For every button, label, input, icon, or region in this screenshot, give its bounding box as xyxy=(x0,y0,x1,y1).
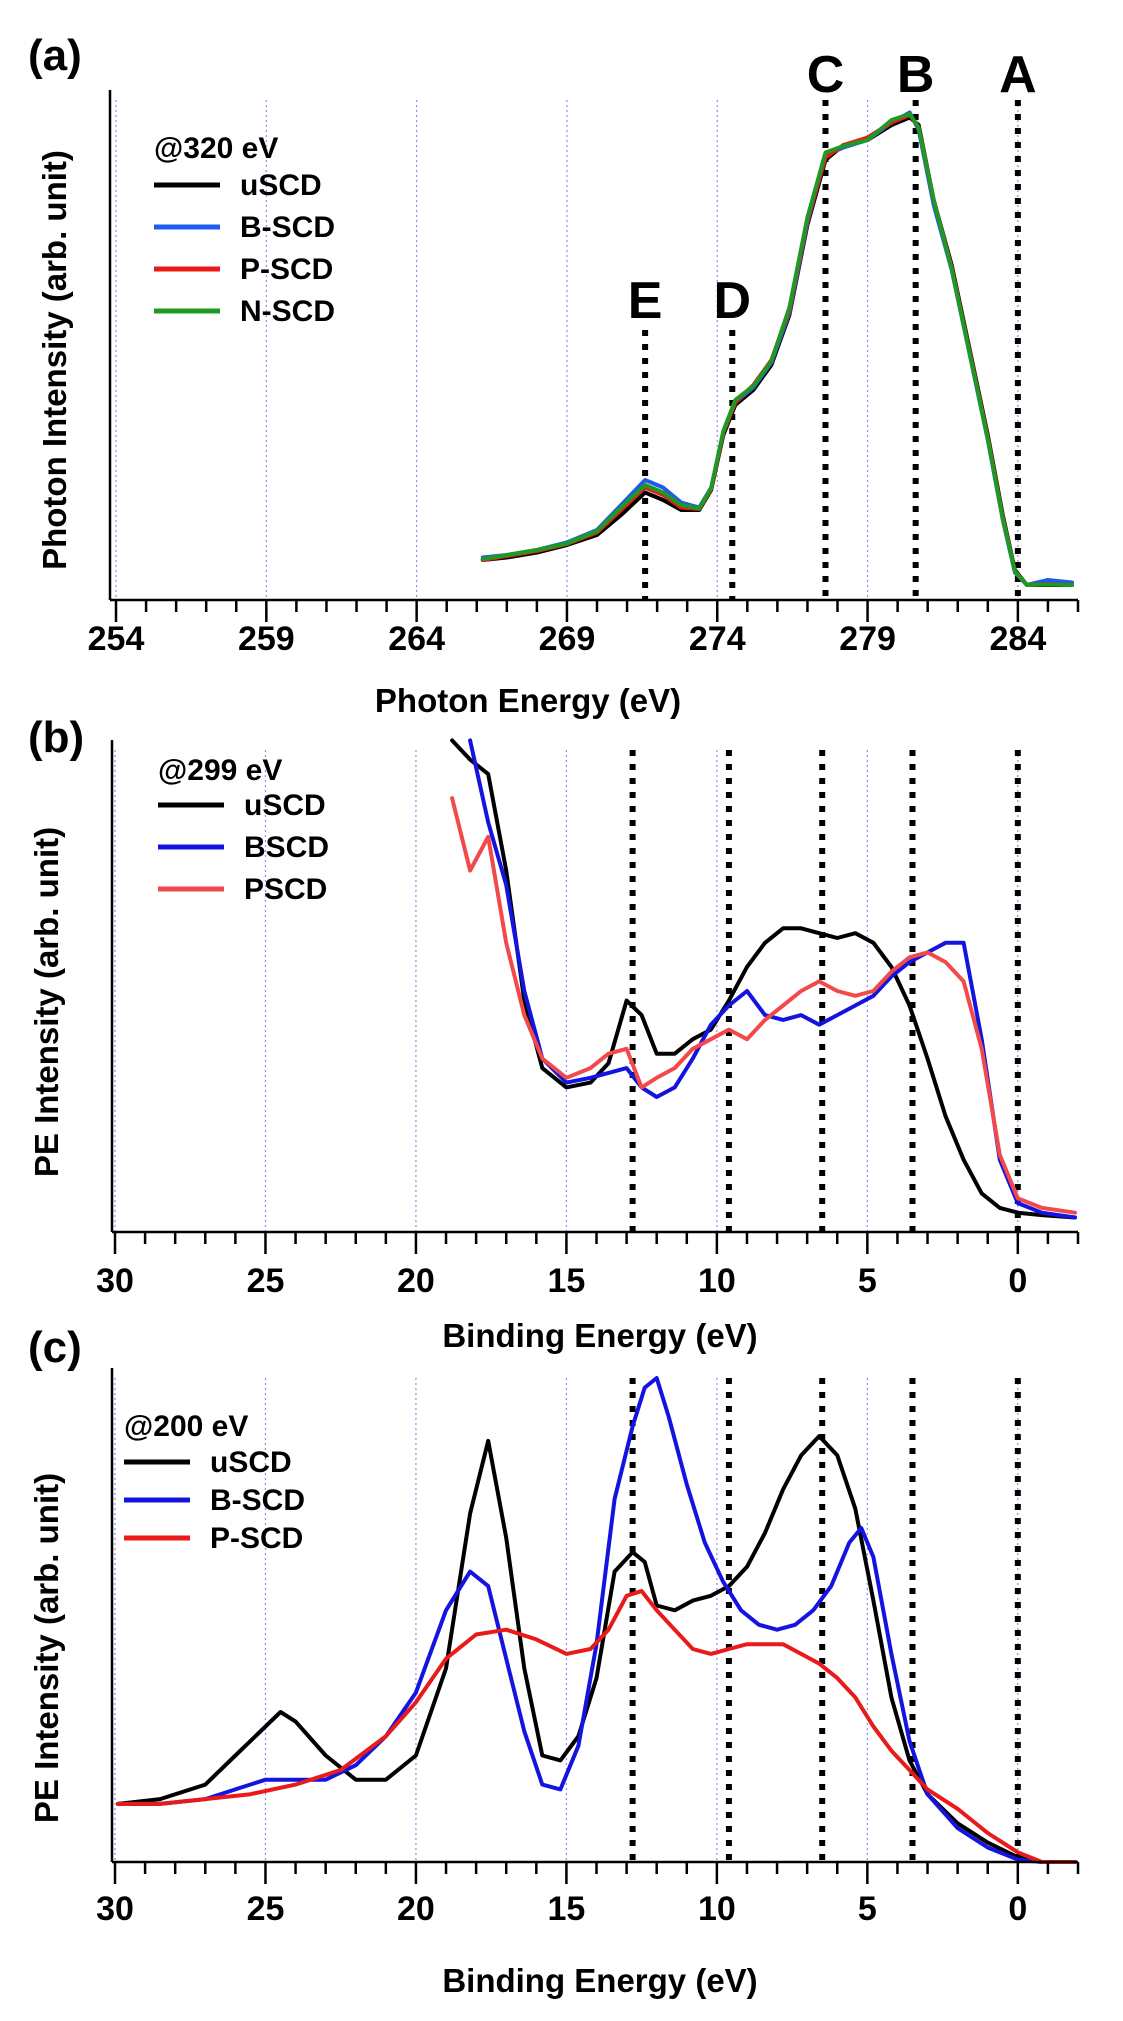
panel-b-ylabel: PE Intensity (arb. unit) xyxy=(28,827,65,1177)
legend-label-uscd: uSCD xyxy=(244,789,326,822)
x-tick-label-3: 269 xyxy=(539,620,596,658)
panel-a-legend-title: @320 eV xyxy=(154,132,278,165)
x-tick-label-4: 274 xyxy=(689,620,746,658)
marker-label-c: C xyxy=(807,46,845,104)
panel-a-ylabel: Photon Intensity (arb. unit) xyxy=(36,150,73,570)
x-tick-label-1: 25 xyxy=(247,1890,285,1928)
panel-c-xlabel: Binding Energy (eV) xyxy=(442,1962,757,1999)
panel-c-ylabel: PE Intensity (arb. unit) xyxy=(28,1473,65,1823)
x-tick-label-5: 5 xyxy=(858,1890,877,1928)
panel-a: (a) E D C B A 254 259 264 269 274 279 284 Photon E… xyxy=(28,31,1080,719)
panel-c-label: (c) xyxy=(28,1323,82,1372)
panel-b-series xyxy=(450,738,1077,1220)
marker-label-e: E xyxy=(628,272,663,330)
series-line-b-scd xyxy=(116,1376,1077,1864)
x-tick-label-5: 5 xyxy=(858,1262,877,1300)
x-tick-label-1: 25 xyxy=(247,1262,285,1300)
marker-label-a: A xyxy=(999,46,1037,104)
series-line-p-scd xyxy=(116,1589,1077,1864)
series-line-uscd xyxy=(450,738,1077,1220)
panel-b-legend-title: @299 eV xyxy=(158,754,282,787)
x-tick-label-2: 20 xyxy=(397,1890,435,1928)
panel-c-axes xyxy=(110,1368,1078,1864)
panel-a-legend: @320 eV uSCD B-SCD P-SCD N-SCD xyxy=(154,132,335,328)
x-tick-label-0: 30 xyxy=(96,1262,134,1300)
series-line-pscd xyxy=(450,796,1077,1215)
panel-b: (b) 30 25 20 15 10 5 0 Binding Energy (eV) PE … xyxy=(28,713,1080,1354)
panel-b-xlabel: Binding Energy (eV) xyxy=(442,1317,757,1354)
x-tick-label-6: 284 xyxy=(990,620,1047,658)
panel-a-series xyxy=(480,110,1074,587)
series-line-uscd xyxy=(116,1434,1077,1864)
panel-b-axes xyxy=(110,740,1078,1234)
panel-a-grid xyxy=(115,100,1019,600)
legend-label-p-scd: P-SCD xyxy=(210,1522,303,1555)
x-tick-label-1: 259 xyxy=(238,620,295,658)
series-line-n-scd xyxy=(480,112,1074,587)
x-tick-label-4: 10 xyxy=(698,1262,736,1300)
panel-b-markers xyxy=(629,750,1021,1232)
legend-label-b-scd: B-SCD xyxy=(240,211,335,244)
panel-c-legend: @200 eV uSCD B-SCD P-SCD xyxy=(124,1410,305,1555)
x-tick-label-6: 0 xyxy=(1008,1262,1027,1300)
x-tick-label-2: 264 xyxy=(388,620,445,658)
x-tick-label-4: 10 xyxy=(698,1890,736,1928)
panel-c-markers xyxy=(629,1378,1021,1862)
legend-label-uscd: uSCD xyxy=(240,169,322,202)
legend-label-n-scd: N-SCD xyxy=(240,295,335,328)
panel-a-markers: E D C B A xyxy=(628,46,1037,600)
panel-a-xlabel: Photon Energy (eV) xyxy=(375,682,681,719)
panel-b-ticks: 30 25 20 15 10 5 0 xyxy=(96,1232,1080,1300)
x-tick-label-3: 15 xyxy=(547,1890,585,1928)
panel-c-legend-title: @200 eV xyxy=(124,1410,248,1443)
legend-label-uscd: uSCD xyxy=(210,1446,292,1479)
x-tick-label-0: 254 xyxy=(88,620,145,658)
panel-b-legend: @299 eV uSCD BSCD PSCD xyxy=(158,754,329,906)
x-tick-label-3: 15 xyxy=(547,1262,585,1300)
panel-a-axes xyxy=(108,90,1078,602)
x-tick-label-0: 30 xyxy=(96,1890,134,1928)
x-tick-label-2: 20 xyxy=(397,1262,435,1300)
panel-b-grid xyxy=(114,750,1019,1232)
panel-c: (c) 30 25 20 15 10 5 0 Binding Energy (eV) PE … xyxy=(28,1323,1080,1999)
legend-label-p-scd: P-SCD xyxy=(240,253,333,286)
marker-label-b: B xyxy=(897,46,935,104)
panel-c-ticks: 30 25 20 15 10 5 0 xyxy=(96,1862,1080,1928)
series-line-bscd xyxy=(468,738,1077,1220)
x-tick-label-5: 279 xyxy=(839,620,896,658)
legend-label-bscd: BSCD xyxy=(244,831,329,864)
panel-a-ticks: 254 259 264 269 274 279 284 xyxy=(88,600,1080,658)
marker-label-d: D xyxy=(714,272,752,330)
legend-label-pscd: PSCD xyxy=(244,873,327,906)
panel-b-label: (b) xyxy=(28,713,84,762)
panel-a-label: (a) xyxy=(28,31,82,80)
x-tick-label-6: 0 xyxy=(1008,1890,1027,1928)
legend-label-b-scd: B-SCD xyxy=(210,1484,305,1517)
panel-c-series xyxy=(116,1376,1077,1864)
